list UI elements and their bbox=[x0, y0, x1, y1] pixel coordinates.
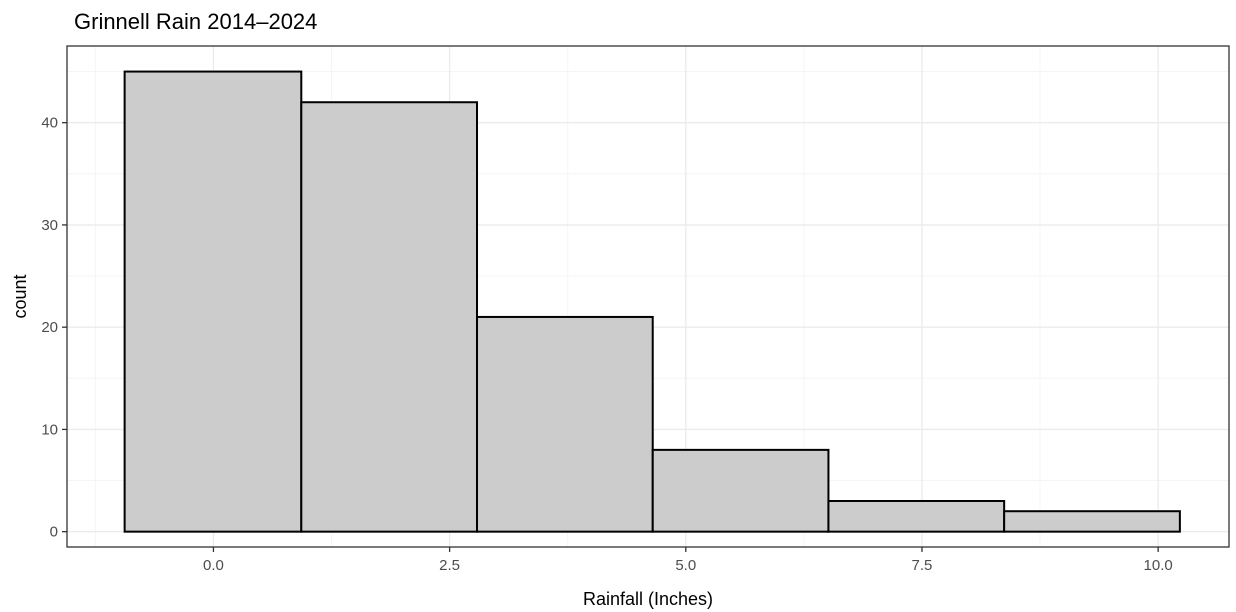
chart-title: Grinnell Rain 2014–2024 bbox=[74, 9, 317, 34]
y-axis-title: count bbox=[10, 274, 30, 318]
histogram-bar bbox=[300, 101, 479, 533]
panel-border bbox=[66, 45, 1230, 548]
x-tick-label: 10.0 bbox=[1144, 557, 1173, 574]
histogram-bar bbox=[476, 315, 654, 533]
x-tick-label: 7.5 bbox=[912, 557, 933, 574]
y-tick-label: 10 bbox=[41, 421, 58, 438]
x-tick-label: 0.0 bbox=[203, 557, 224, 574]
histogram-bar bbox=[123, 70, 303, 533]
y-tick-label: 30 bbox=[41, 217, 58, 234]
histogram-bars bbox=[123, 70, 1181, 533]
histogram-bar bbox=[651, 448, 830, 533]
y-tick-label: 40 bbox=[41, 115, 58, 132]
y-axis-ticks: 0 10 20 30 40 bbox=[41, 115, 67, 541]
histogram-bar bbox=[827, 499, 1006, 533]
x-tick-label: 2.5 bbox=[439, 557, 460, 574]
y-tick-label: 20 bbox=[41, 319, 58, 336]
y-tick-label: 0 bbox=[50, 524, 58, 541]
x-tick-label: 5.0 bbox=[675, 557, 696, 574]
histogram-bar bbox=[1003, 510, 1181, 533]
x-axis-ticks: 0.0 2.5 5.0 7.5 10.0 bbox=[203, 547, 1173, 574]
x-axis-title: Rainfall (Inches) bbox=[583, 589, 713, 609]
